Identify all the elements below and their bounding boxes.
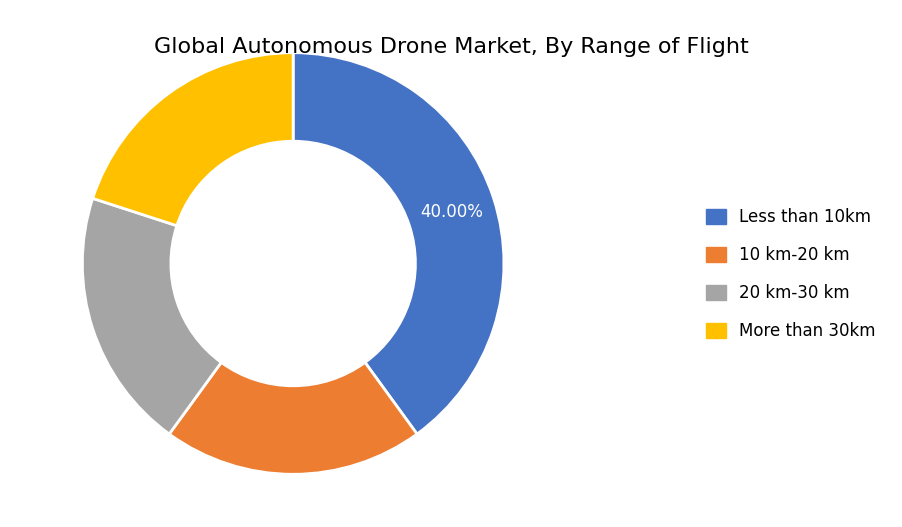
Legend: Less than 10km, 10 km-20 km, 20 km-30 km, More than 30km: Less than 10km, 10 km-20 km, 20 km-30 km… (705, 208, 876, 340)
Text: 40.00%: 40.00% (420, 203, 483, 221)
Wedge shape (170, 363, 417, 474)
Wedge shape (82, 198, 221, 434)
Wedge shape (93, 53, 293, 226)
Wedge shape (293, 53, 504, 434)
Text: Global Autonomous Drone Market, By Range of Flight: Global Autonomous Drone Market, By Range… (153, 37, 749, 57)
